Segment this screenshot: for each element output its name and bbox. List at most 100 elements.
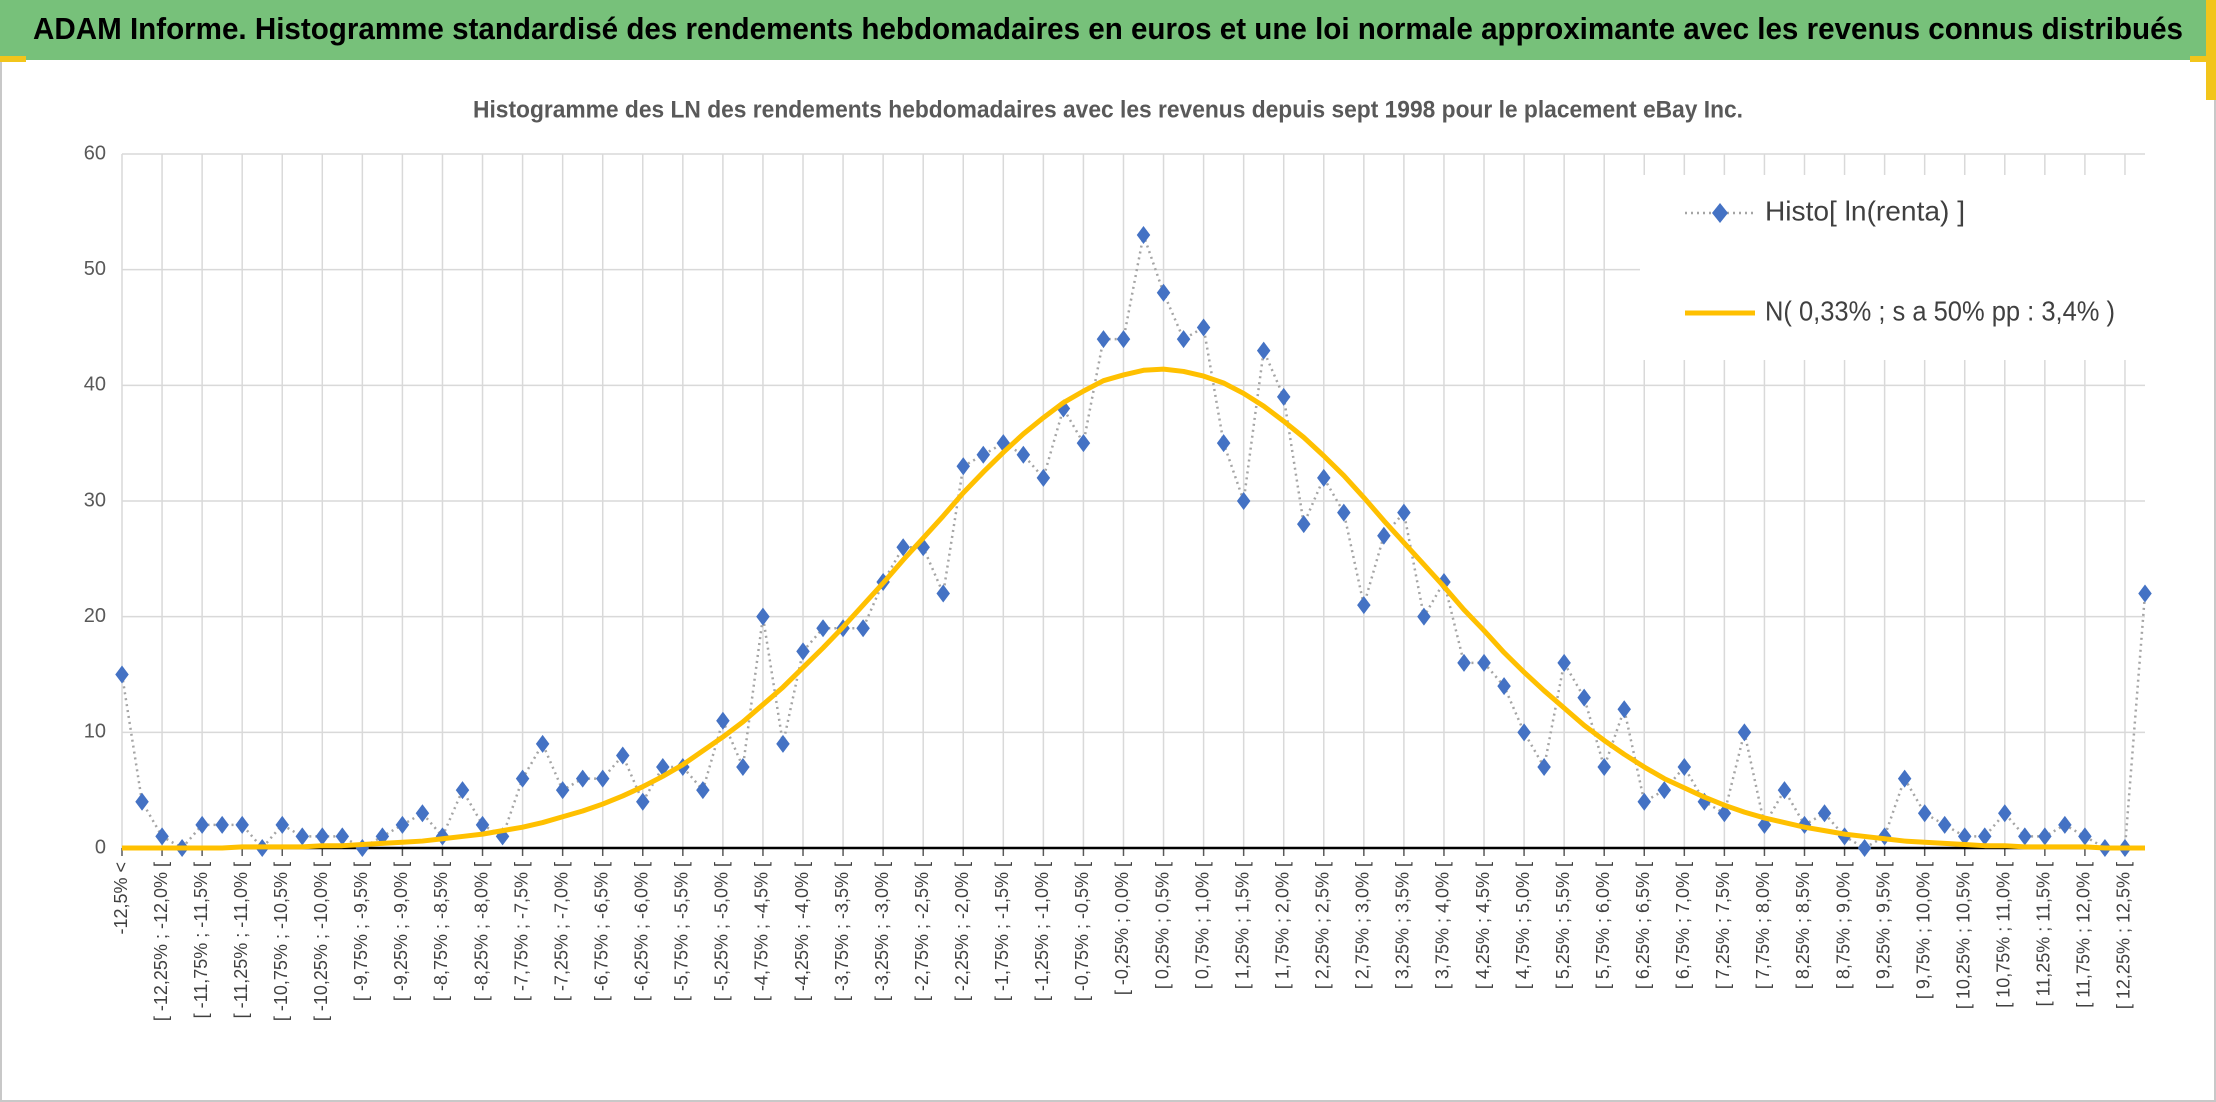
x-tick-label: [ 0,25% ; 0,5% [ xyxy=(1152,862,1172,989)
x-tick-label: [ -10,25% ; -10,0% [ xyxy=(311,862,331,1021)
data-point xyxy=(1817,804,1832,823)
x-tick-label: [ -0,25% ; 0,0% [ xyxy=(1112,862,1132,995)
x-tick-label: [ -3,75% ; -3,5% [ xyxy=(832,862,852,1001)
legend-label: N( 0,33% ; s a 50% pp : 3,4% ) xyxy=(1765,295,2115,326)
y-tick-label: 40 xyxy=(84,374,106,396)
data-point xyxy=(2058,815,2072,834)
header-bar xyxy=(0,0,2216,60)
data-point xyxy=(275,815,289,834)
data-point xyxy=(1657,781,1672,800)
data-point xyxy=(956,457,970,476)
data-point xyxy=(936,584,950,603)
data-point xyxy=(1617,700,1631,719)
legend-marker xyxy=(1712,203,1728,223)
x-tick-label: [ 8,75% ; 9,0% [ xyxy=(1833,862,1853,989)
data-point xyxy=(796,642,810,661)
y-tick-label: 20 xyxy=(84,605,106,627)
x-tick-label: [ 7,75% ; 8,0% [ xyxy=(1753,862,1773,989)
data-point xyxy=(1957,827,1972,846)
data-point xyxy=(2038,827,2052,846)
data-point xyxy=(856,619,870,638)
data-point xyxy=(896,538,910,557)
plot xyxy=(115,225,2152,857)
data-point xyxy=(776,734,790,753)
legend-label: Histo[ ln(renta) ] xyxy=(1765,195,1965,226)
data-point xyxy=(1537,758,1551,777)
data-point xyxy=(1897,769,1912,788)
y-tick-label: 50 xyxy=(84,258,106,280)
x-tick-label: [ -10,75% ; -10,5% [ xyxy=(271,862,291,1021)
x-tick-label: [ -4,25% ; -4,0% [ xyxy=(792,862,812,1001)
data-point xyxy=(515,769,530,788)
data-point xyxy=(696,781,710,800)
series-line xyxy=(122,366,2145,851)
x-tick-label: [ 7,25% ; 7,5% [ xyxy=(1713,862,1733,989)
data-point xyxy=(1236,492,1251,510)
chart-title: Histogramme des LN des rendements hebdom… xyxy=(473,96,1743,123)
data-point xyxy=(1677,758,1692,777)
x-tick-label: [ -2,25% ; -2,0% [ xyxy=(952,862,972,1001)
data-point xyxy=(1937,815,1952,834)
data-point xyxy=(615,746,630,765)
x-tick-label: [ 8,25% ; 8,5% [ xyxy=(1793,862,1813,989)
data-point xyxy=(315,827,330,846)
data-point xyxy=(415,804,430,823)
x-tick-label: [ -11,75% ; -11,5% [ xyxy=(191,862,211,1018)
x-tick-label: [ -0,75% ; -0,5% [ xyxy=(1072,862,1092,1001)
data-point xyxy=(395,815,410,834)
x-tick-label: [ -7,75% ; -7,5% [ xyxy=(511,862,531,1001)
x-tick-label: [ 11,25% ; 11,5% [ xyxy=(2034,862,2054,1006)
x-tick-label: [ 9,75% ; 10,0% [ xyxy=(1913,862,1933,999)
data-point xyxy=(816,619,830,638)
x-tick-label: [ -6,25% ; -6,0% [ xyxy=(632,862,652,1001)
x-tick-label: [ -12,25% ; -12,0% [ xyxy=(151,862,171,1021)
data-point xyxy=(1497,677,1511,696)
data-point xyxy=(636,792,650,811)
x-tick-label: [ -3,25% ; -3,0% [ xyxy=(872,862,892,1001)
data-point xyxy=(1216,434,1231,453)
data-point xyxy=(1777,781,1792,800)
x-tick-label: [ -2,75% ; -2,5% [ xyxy=(912,862,932,1001)
data-point xyxy=(1096,330,1111,349)
x-tick-label: [ -4,75% ; -4,5% [ xyxy=(752,862,772,1001)
x-tick-label: [ -5,75% ; -5,5% [ xyxy=(672,862,692,1001)
data-point xyxy=(1857,839,1872,857)
x-tick-label: [ 9,25% ; 9,5% [ xyxy=(1873,862,1893,989)
data-point xyxy=(2018,827,2032,846)
x-tick-label: [ 5,25% ; 5,5% [ xyxy=(1553,862,1573,989)
x-tick-label: [ -11,25% ; -11,0% [ xyxy=(231,862,251,1018)
x-tick-label: [ 10,75% ; 11,0% [ xyxy=(1994,862,2014,1008)
x-tick-label: [ 12,25% ; 12,5% [ xyxy=(2114,862,2134,1009)
corner xyxy=(2206,0,2216,100)
x-tick-label: [ 1,25% ; 1,5% [ xyxy=(1232,862,1252,989)
data-point xyxy=(1417,607,1431,626)
data-point xyxy=(1517,723,1531,742)
data-point xyxy=(135,792,149,811)
data-point xyxy=(716,711,730,730)
data-point xyxy=(1397,503,1411,522)
data-point xyxy=(1597,758,1611,777)
data-point xyxy=(1737,723,1752,742)
data-point xyxy=(215,815,229,834)
data-point xyxy=(1076,434,1091,453)
x-tick-label: [ 0,75% ; 1,0% [ xyxy=(1192,862,1212,989)
x-tick-label: [ -8,25% ; -8,0% [ xyxy=(471,862,491,1001)
data-point xyxy=(155,827,169,846)
y-tick-label: 60 xyxy=(84,142,106,164)
data-point xyxy=(1557,653,1571,672)
x-tick-label: -12,5% < xyxy=(111,862,131,935)
y-tick-label: 0 xyxy=(95,836,106,858)
x-tick-label: [ 6,75% ; 7,0% [ xyxy=(1673,862,1693,989)
legend: Histo[ ln(renta) ] N( 0,33% ; s a 50% pp … xyxy=(1640,175,2148,360)
x-tick-label: [ -7,25% ; -7,0% [ xyxy=(551,862,571,1001)
data-point xyxy=(976,445,991,464)
data-point xyxy=(1297,515,1311,534)
x-tick-label: [ -5,25% ; -5,0% [ xyxy=(712,862,732,1001)
x-tick-label: [ -1,75% ; -1,5% [ xyxy=(992,862,1012,1001)
data-point xyxy=(235,815,249,834)
data-point xyxy=(1196,318,1211,337)
data-point xyxy=(475,815,490,834)
data-point xyxy=(2138,584,2152,603)
